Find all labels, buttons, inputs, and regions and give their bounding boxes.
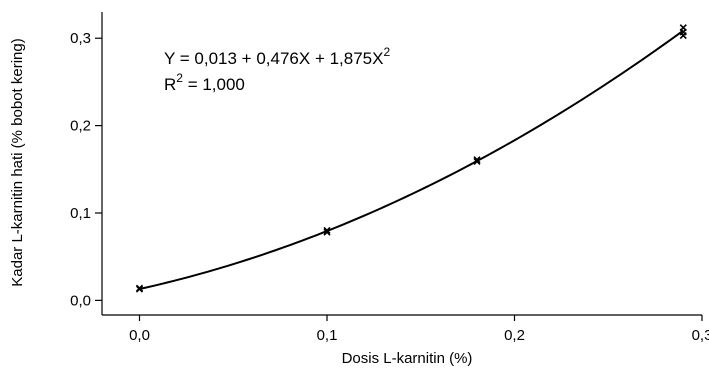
equation-exponent: 2	[383, 45, 390, 59]
data-point	[473, 157, 481, 165]
data-point	[323, 226, 331, 235]
x-axis-label: Dosis L-karnitin (%)	[342, 350, 473, 367]
y-tick-label: 0,3	[70, 30, 91, 47]
x-tick-label: 0,3	[692, 327, 709, 344]
data-points	[135, 24, 687, 293]
x-tick-label: 0,1	[317, 327, 338, 344]
regression-equation: Y = 0,013 + 0,476X + 1,875X2	[164, 45, 390, 68]
y-axis-label: Kadar L-karnitin hati (% bobot kering)	[9, 38, 26, 286]
r-squared-value: = 1,000	[183, 75, 245, 94]
equation-body: = 0,013 + 0,476X + 1,875X	[175, 49, 383, 68]
r-squared: R2 = 1,000	[164, 71, 245, 94]
plot-area: 0,0 0,1 0,2 0,3 0,0 0,1 0,2 0,3	[70, 12, 709, 344]
y-tick-label: 0,2	[70, 118, 91, 135]
x-tick-label: 0,0	[129, 327, 150, 344]
y-tick-label: 0,1	[70, 205, 91, 222]
x-ticks: 0,0 0,1 0,2 0,3	[129, 315, 709, 344]
y-tick-label: 0,0	[70, 292, 91, 309]
r-squared-r: R	[164, 75, 176, 94]
data-point	[323, 228, 331, 236]
y-ticks: 0,0 0,1 0,2 0,3	[70, 30, 102, 309]
x-tick-label: 0,2	[504, 327, 525, 344]
equation-y: Y	[164, 49, 175, 68]
r-squared-exponent: 2	[176, 71, 183, 85]
data-point	[135, 284, 144, 292]
data-point	[473, 156, 481, 164]
data-point	[679, 24, 687, 32]
fit-curve	[139, 29, 684, 290]
